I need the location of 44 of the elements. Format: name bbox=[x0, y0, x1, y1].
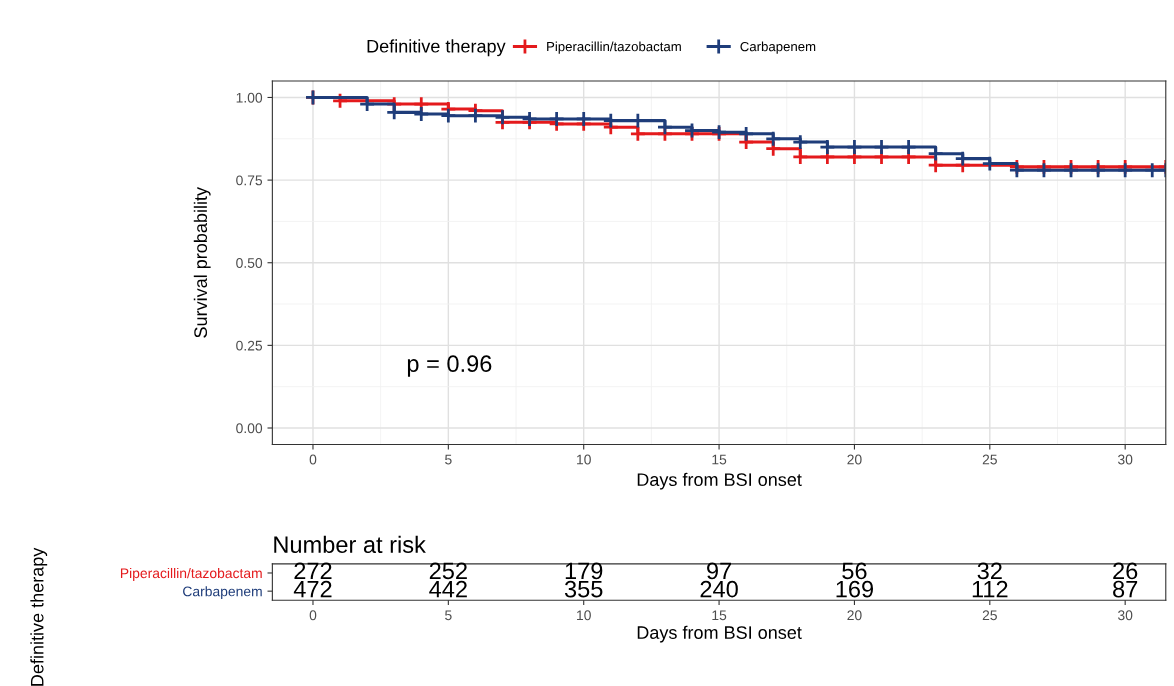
x-tick-label: 5 bbox=[445, 454, 452, 465]
y-tick-label: 0.00 bbox=[236, 423, 263, 434]
x-tick-label: 15 bbox=[712, 454, 727, 465]
y-tick-label: Piperacillin/tazobactam bbox=[120, 567, 262, 581]
x-tick-label: 15 bbox=[712, 610, 727, 621]
x-axis-title: Days from BSI onset bbox=[637, 472, 802, 490]
y-tick-label: 0.75 bbox=[236, 175, 263, 186]
data-label: 252 bbox=[429, 562, 467, 580]
data-label: 26 bbox=[1113, 562, 1138, 580]
data-label: 56 bbox=[842, 562, 867, 580]
data-label: 32 bbox=[977, 562, 1002, 580]
y-tick-label: 0.50 bbox=[236, 258, 263, 268]
x-tick-label: 20 bbox=[847, 454, 862, 465]
y-tick-label: Carbapenem bbox=[183, 586, 262, 600]
data-label: 355 bbox=[564, 580, 603, 598]
y-tick-label: 1.00 bbox=[236, 92, 263, 103]
x-tick-label: 0 bbox=[309, 610, 317, 621]
data-label: 87 bbox=[1113, 580, 1138, 598]
data-label: 442 bbox=[429, 580, 467, 598]
data-label: 169 bbox=[836, 580, 874, 598]
x-tick-label: 25 bbox=[982, 454, 997, 465]
y-axis-title: Definitive therapy bbox=[30, 547, 48, 686]
annotation: p = 0.96 bbox=[407, 355, 492, 377]
x-axis-title: Days from BSI onset bbox=[637, 625, 802, 643]
x-tick-label: 30 bbox=[1117, 610, 1133, 621]
data-label: 240 bbox=[700, 580, 738, 598]
x-tick-label: 0 bbox=[309, 454, 317, 465]
x-tick-label: 20 bbox=[847, 610, 862, 621]
data-label: 272 bbox=[294, 562, 332, 580]
data-label: 472 bbox=[293, 580, 332, 598]
data-label: 179 bbox=[565, 562, 603, 580]
y-tick-label: 0.25 bbox=[236, 340, 263, 351]
x-tick-label: 25 bbox=[982, 610, 997, 621]
y-axis-title: Survival probability bbox=[193, 187, 211, 338]
data-label: 97 bbox=[707, 562, 732, 580]
x-tick-label: 10 bbox=[577, 610, 591, 621]
legend-label: Piperacillin/tazobactam bbox=[547, 41, 681, 54]
legend-label: Carbapenem bbox=[740, 41, 816, 54]
x-tick-label: 5 bbox=[445, 610, 452, 621]
legend-title: Definitive therapy bbox=[367, 39, 506, 57]
chart-title: Number at risk bbox=[274, 535, 426, 554]
x-tick-label: 30 bbox=[1117, 454, 1133, 465]
data-label: 112 bbox=[972, 580, 1008, 598]
x-tick-label: 10 bbox=[577, 454, 591, 465]
